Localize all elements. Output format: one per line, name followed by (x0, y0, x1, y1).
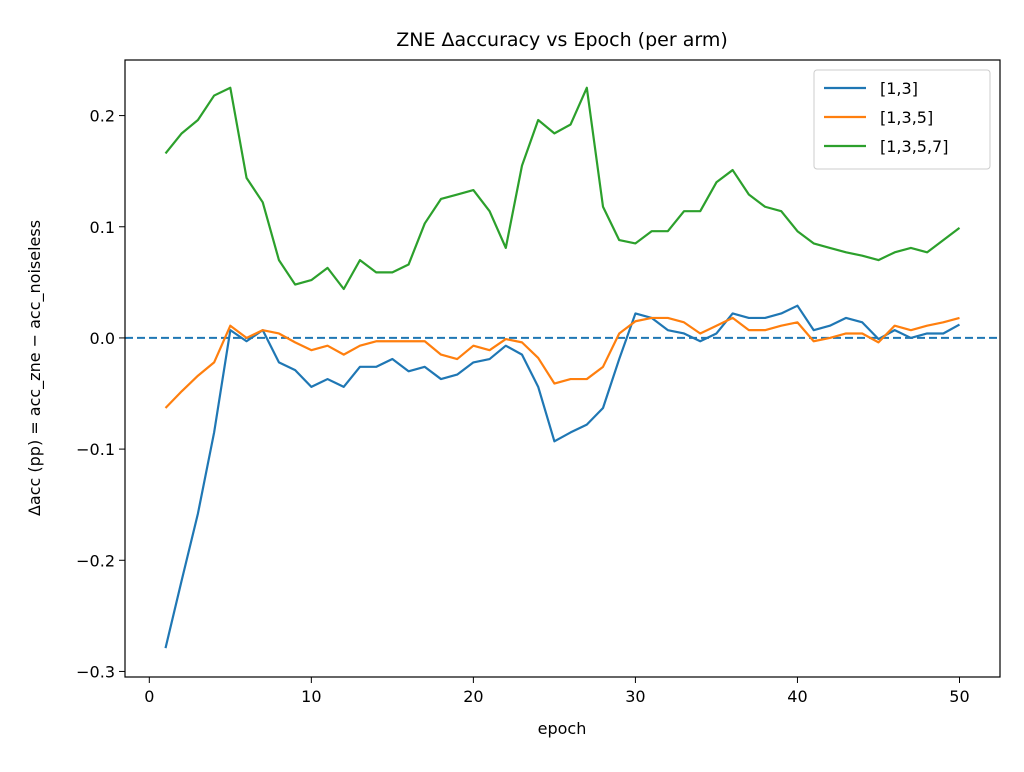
series-line-1 (164, 316, 960, 409)
axes-frame (124, 59, 1001, 678)
y-axis: −0.3 −0.2 −0.1 0.0 0.1 0.2 (76, 107, 125, 681)
x-tick-label: 20 (463, 687, 483, 706)
series-line-0 (164, 304, 961, 649)
x-axis-label: epoch (538, 719, 587, 738)
y-tick-label: −0.2 (76, 551, 115, 570)
legend-box (813, 69, 991, 170)
x-axis: 0 10 20 30 40 50 (144, 677, 970, 706)
legend-label-2: [1,3,5,7] (880, 137, 948, 156)
series-line-2 (164, 86, 961, 291)
legend: [1,3] [1,3,5] [1,3,5,7] (813, 69, 991, 170)
y-tick-label: −0.1 (76, 440, 115, 459)
x-tick-label: 30 (625, 687, 645, 706)
x-tick-label: 0 (144, 687, 154, 706)
plot-area (125, 86, 1000, 649)
x-tick-label: 50 (949, 687, 969, 706)
y-axis-label: Δacc (pp) = acc_zne − acc_noiseless (25, 220, 45, 516)
y-tick-label: 0.0 (90, 329, 115, 348)
legend-label-1: [1,3,5] (880, 108, 933, 127)
y-tick-label: −0.3 (76, 662, 115, 681)
y-tick-label: 0.2 (90, 107, 115, 126)
y-tick-label: 0.1 (90, 218, 115, 237)
chart-title: ZNE Δaccuracy vs Epoch (per arm) (396, 29, 728, 51)
legend-label-0: [1,3] (880, 79, 918, 98)
x-tick-label: 10 (301, 687, 321, 706)
x-tick-label: 40 (787, 687, 807, 706)
